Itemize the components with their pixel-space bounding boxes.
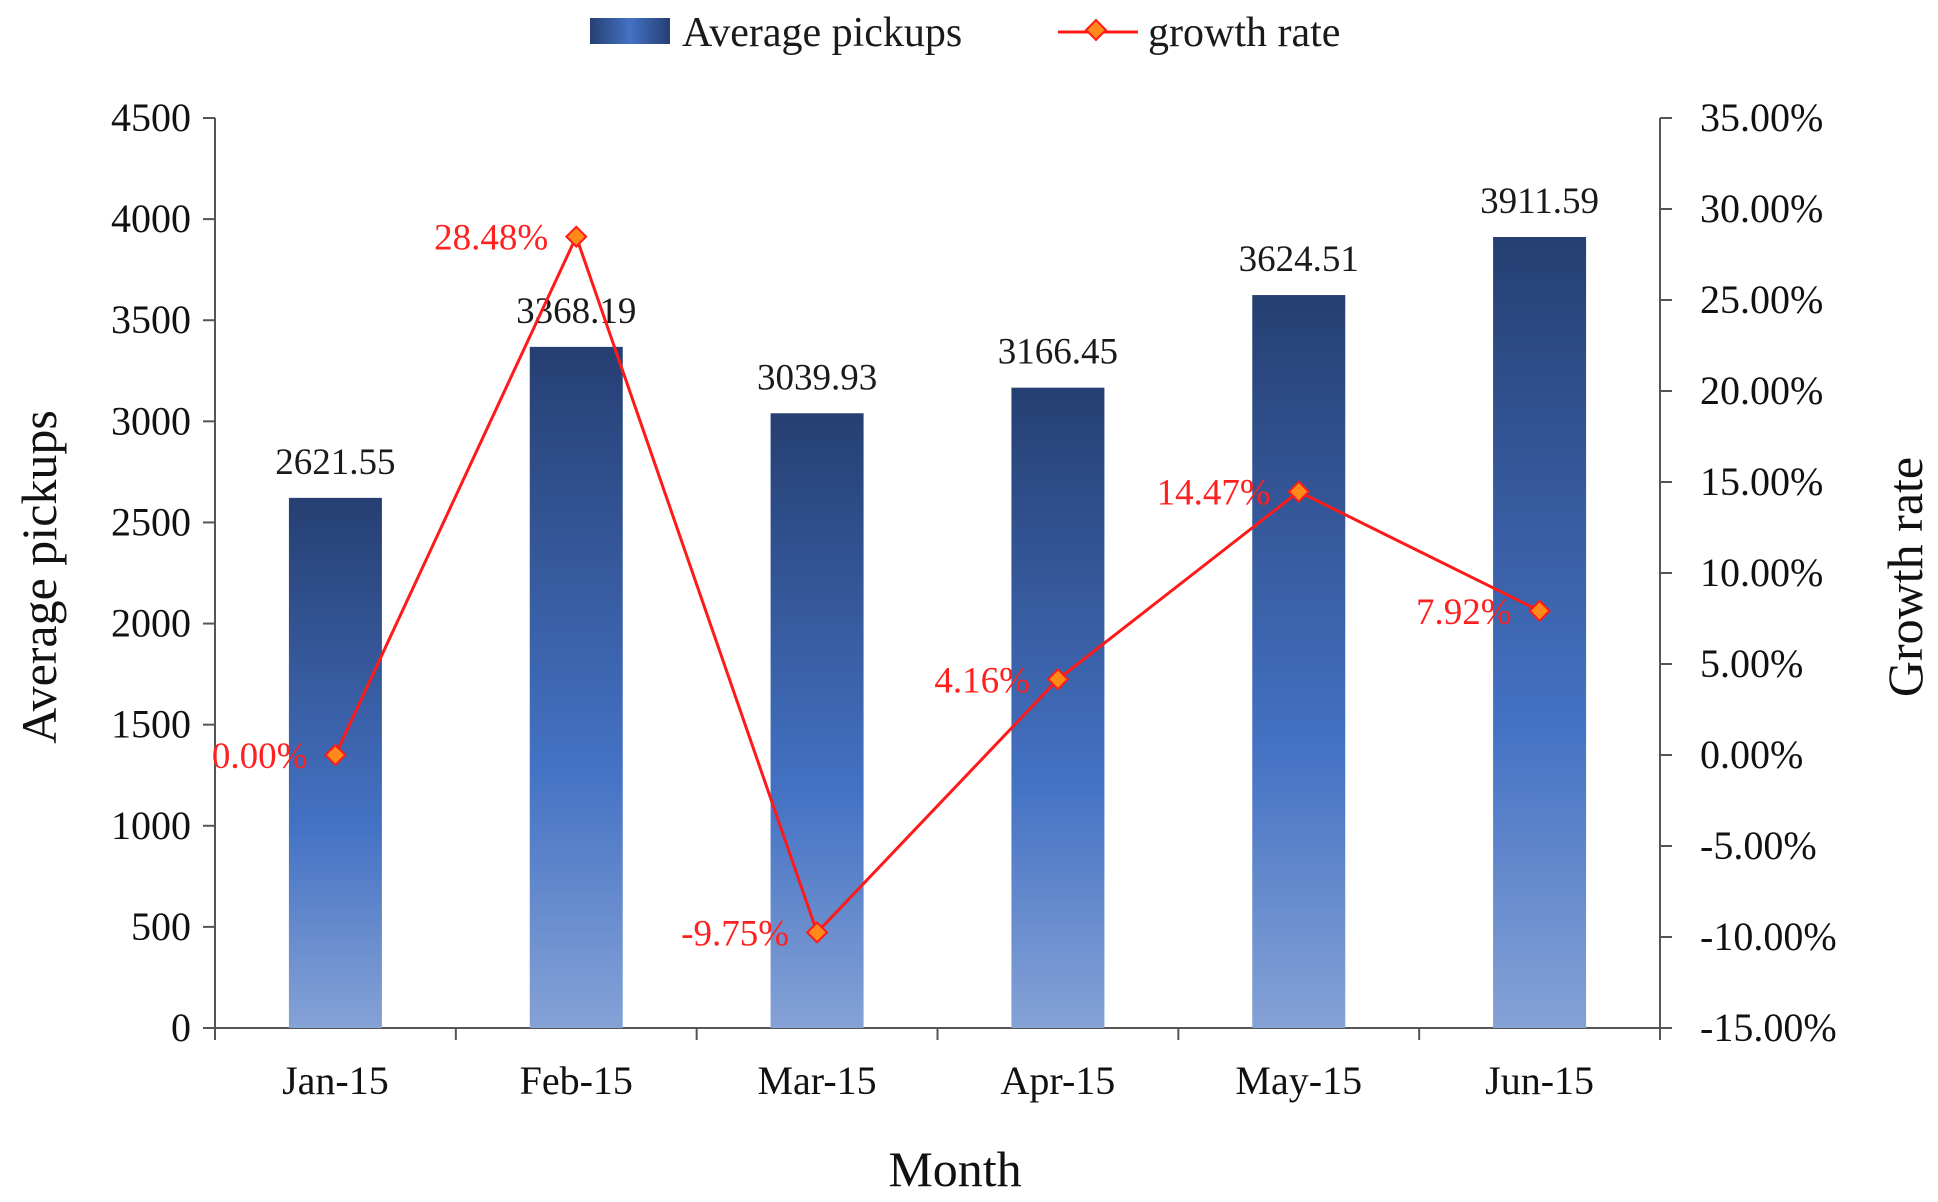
growth-rate-label: 28.48% (434, 218, 548, 259)
growth-rate-series (324, 225, 1551, 944)
growth-rate-label: -9.75% (681, 913, 789, 954)
growth-rate-label: 14.47% (1157, 473, 1271, 514)
y-tick-label: 3500 (111, 297, 191, 342)
legend-label-average-pickups: Average pickups (682, 10, 962, 56)
legend-bar-swatch (590, 18, 670, 44)
y-tick-label: 4000 (111, 196, 191, 241)
axes: 0 500 1000 1500 2000 2500 3000 3500 4000 4500 -15.… (111, 95, 1837, 1103)
growth-rate-marker (1528, 599, 1551, 623)
y2-tick-label: -10.00% (1700, 914, 1837, 959)
y2-tick-label: 5.00% (1700, 641, 1803, 686)
y2-axis-title: Growth rate (1877, 457, 1933, 697)
bar-value-label: 3911.59 (1480, 181, 1599, 222)
y-tick-label: 3000 (111, 398, 191, 443)
bar-value-labels: 2621.553368.193039.933166.453624.513911.… (275, 181, 1599, 483)
bar-value-label: 3039.93 (757, 357, 877, 398)
x-tick-label: Apr-15 (1001, 1058, 1116, 1103)
bar (529, 346, 623, 1028)
x-tick-label: Feb-15 (520, 1058, 633, 1103)
y2-tick-label: 15.00% (1700, 459, 1823, 504)
legend-line-marker (1084, 18, 1108, 42)
growth-rate-label: 4.16% (934, 660, 1030, 701)
growth-rate-marker (805, 921, 829, 944)
growth-rate-label: 7.92% (1416, 592, 1512, 633)
growth-rate-label: 0.00% (212, 736, 308, 777)
y2-tick-label: 10.00% (1700, 550, 1823, 595)
growth-rate-marker (1046, 667, 1070, 691)
y2-tick-label: 30.00% (1700, 186, 1823, 231)
growth-rate-line (334, 232, 1541, 936)
y-tick-label: 500 (131, 904, 191, 949)
y-axis-title: Average pickups (11, 410, 67, 744)
x-tick-label: Jun-15 (1485, 1058, 1594, 1103)
y-tick-label: 0 (171, 1005, 191, 1050)
y2-tick-label: 35.00% (1700, 95, 1823, 140)
bar-value-label: 2621.55 (275, 442, 395, 483)
bars (288, 236, 1587, 1029)
y-tick-label: 2000 (111, 601, 191, 646)
y-tick-label: 4500 (111, 95, 191, 140)
bar-value-label: 3166.45 (998, 332, 1118, 373)
bar (1252, 295, 1346, 1028)
x-axis-title: Month (888, 1141, 1021, 1197)
x-tick-label: Jan-15 (282, 1058, 389, 1103)
growth-rate-marker (1287, 480, 1311, 503)
legend-label-growth-rate: growth rate (1148, 10, 1340, 56)
growth-rate-marker (564, 225, 588, 248)
y2-tick-label: 0.00% (1700, 732, 1803, 777)
bar-value-label: 3624.51 (1239, 239, 1359, 280)
y-tick-label: 1000 (111, 803, 191, 848)
y2-tick-label: 20.00% (1700, 368, 1823, 413)
growth-rate-marker (324, 743, 347, 767)
y-tick-label: 1500 (111, 702, 191, 747)
legend: Average pickups growth rate (590, 10, 1340, 56)
y2-tick-label: 25.00% (1700, 277, 1823, 322)
bar (1493, 236, 1587, 1029)
growth-rate-labels: 0.00% 28.48% -9.75% 4.16% 14.47% 7.92% (212, 218, 1512, 955)
x-tick-label: Mar-15 (757, 1058, 876, 1103)
y2-tick-label: -5.00% (1700, 823, 1817, 868)
x-tick-label: May-15 (1235, 1058, 1362, 1103)
bar (1011, 387, 1105, 1028)
y-tick-label: 2500 (111, 499, 191, 544)
y2-tick-label: -15.00% (1700, 1005, 1837, 1050)
